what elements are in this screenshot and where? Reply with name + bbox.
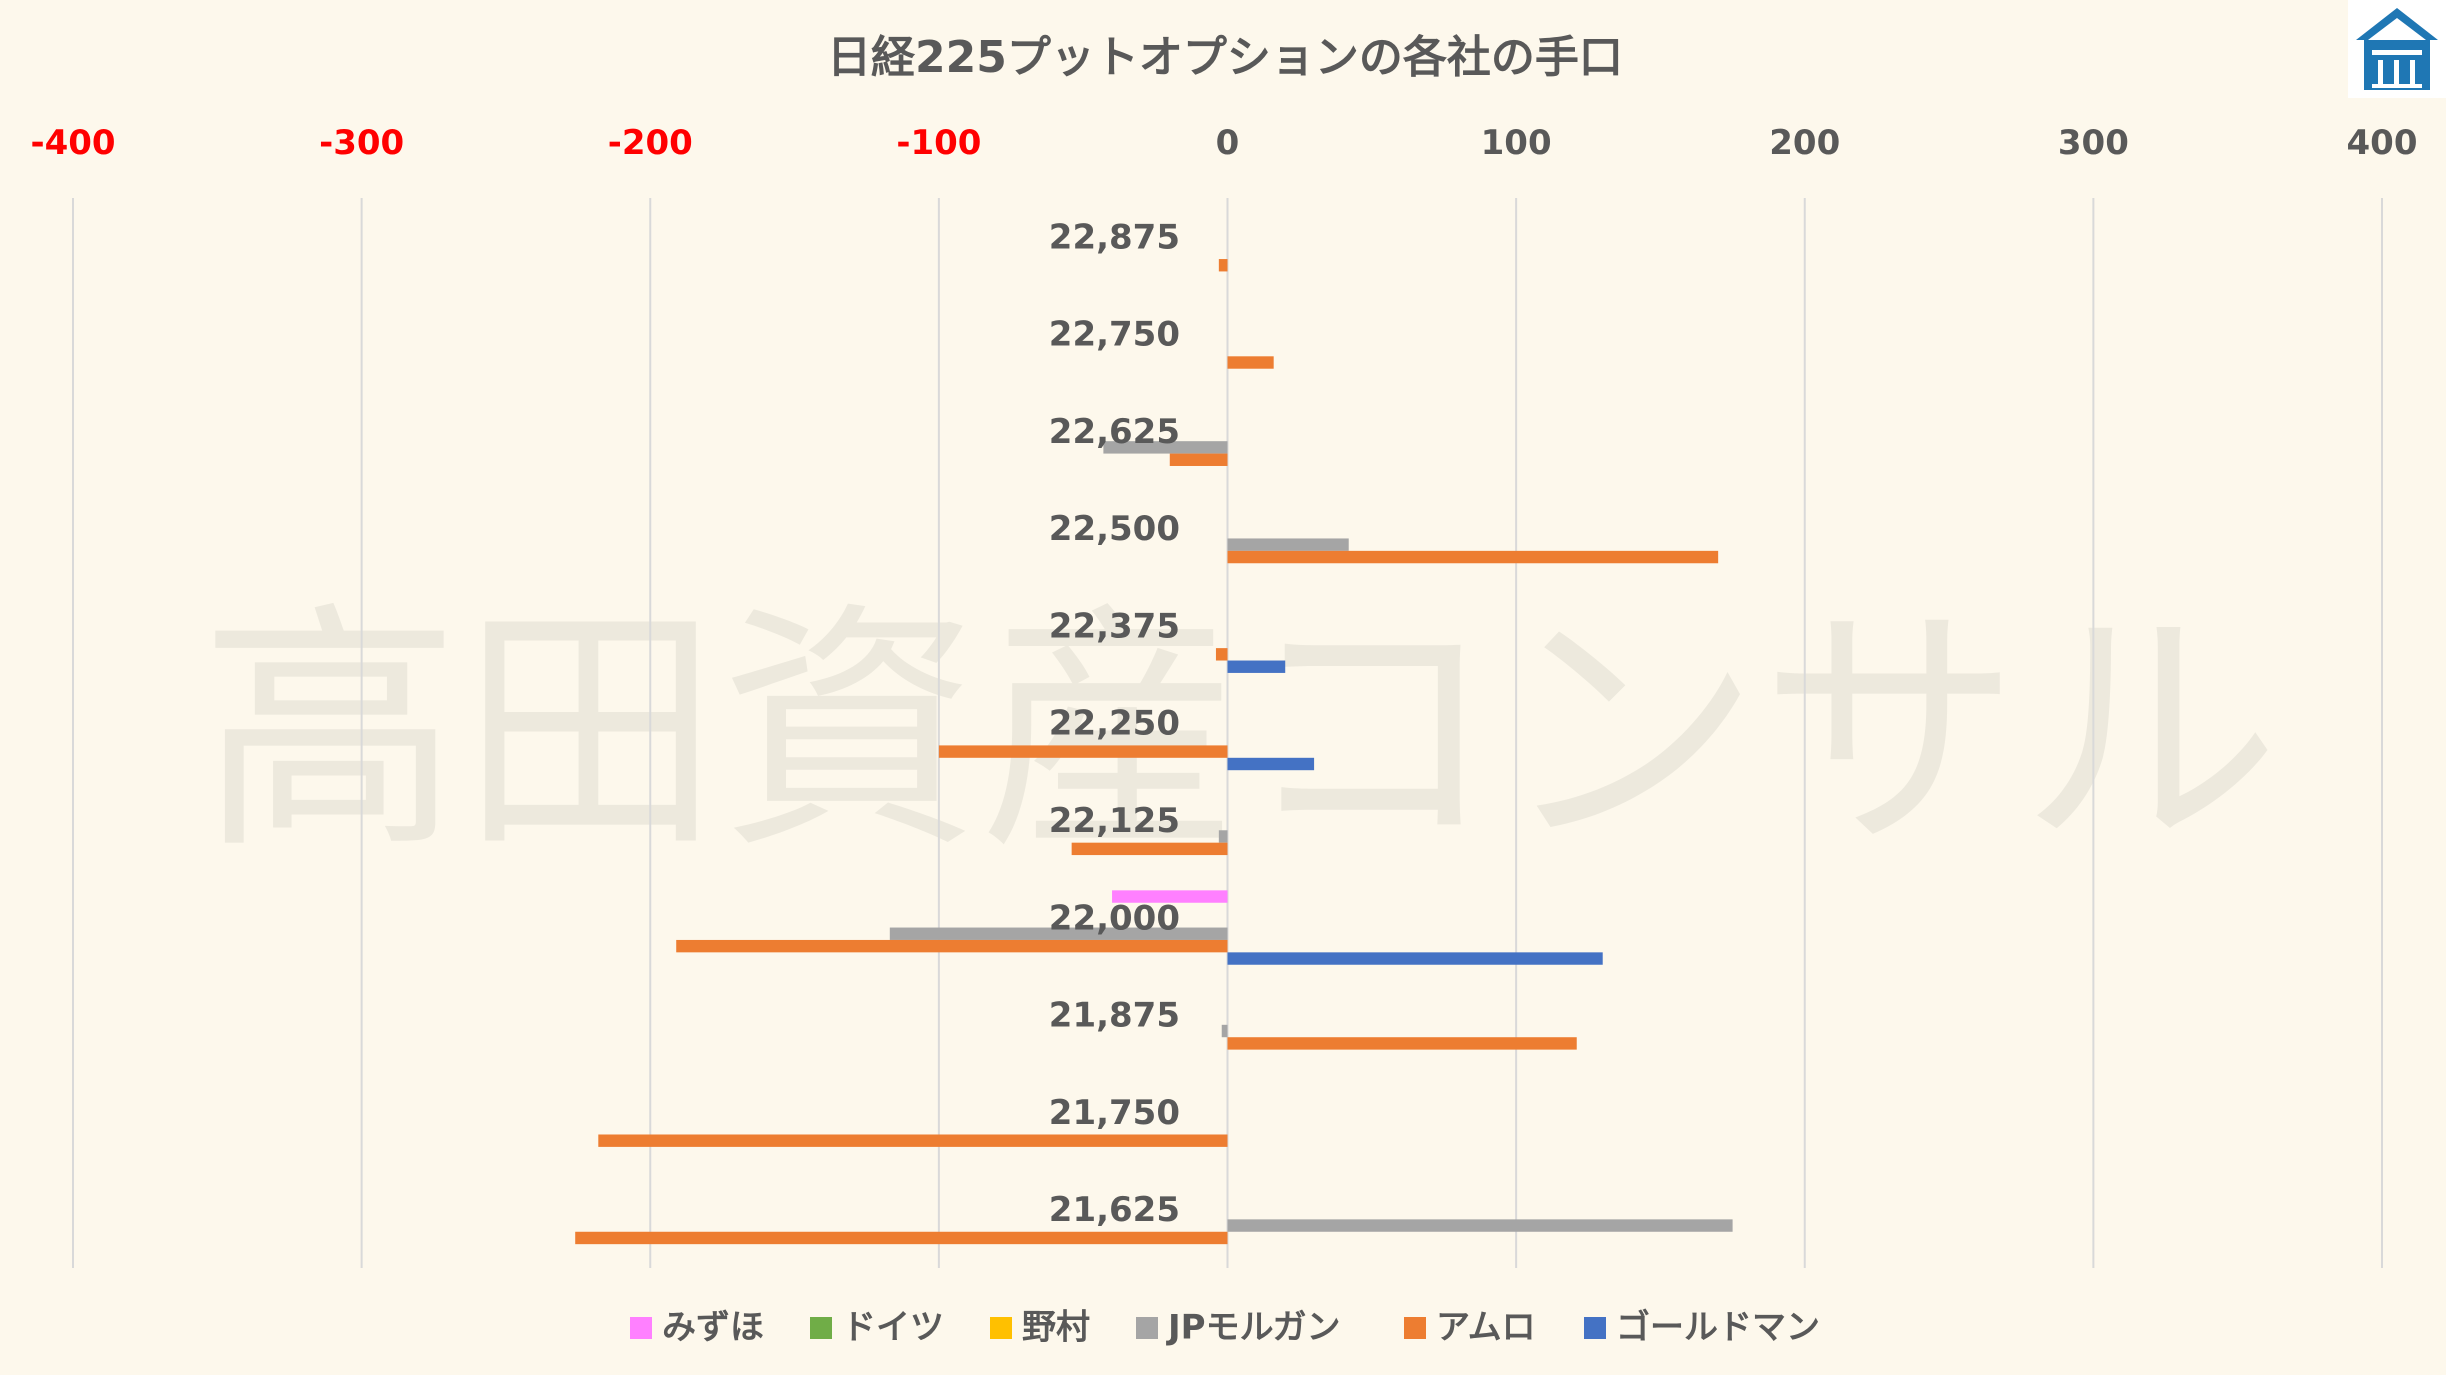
company-logo <box>2348 0 2446 98</box>
legend-swatch <box>1404 1317 1426 1339</box>
x-tick-label: 100 <box>1481 123 1552 163</box>
house-logo-icon <box>2348 0 2446 98</box>
x-tick-label: -200 <box>608 123 693 163</box>
legend-swatch <box>1136 1317 1158 1339</box>
legend-label: アムロ <box>1436 1308 1536 1348</box>
bar <box>1227 660 1286 673</box>
legend-swatch <box>1584 1317 1606 1339</box>
bar <box>1227 1219 1733 1232</box>
x-tick-label: -100 <box>896 123 981 163</box>
bar <box>1227 757 1315 771</box>
watermark: 高田資産コンサル <box>200 582 2280 884</box>
category-label: 22,375 <box>1049 606 1180 646</box>
bar <box>938 745 1228 758</box>
bar <box>1227 1037 1577 1050</box>
x-tick-label: -300 <box>319 123 404 163</box>
category-label: 21,875 <box>1049 996 1180 1036</box>
bar <box>1103 441 1228 454</box>
bars <box>575 259 1733 1245</box>
category-label: 22,500 <box>1049 509 1180 549</box>
chart-title: 日経225プットオプションの各社の手口 <box>827 32 1623 83</box>
legend-label: みずほ <box>662 1308 764 1348</box>
category-label: 22,875 <box>1049 217 1180 257</box>
x-tick-label: 400 <box>2347 123 2418 163</box>
bar <box>1227 952 1603 965</box>
bar <box>1071 842 1228 856</box>
legend: みずほ ドイツ 野村 JPモルガン アムロ ゴールドマン <box>630 1308 1820 1348</box>
legend-label: 野村 <box>1022 1308 1090 1348</box>
bar <box>1227 356 1274 369</box>
x-tick-label: 200 <box>1769 123 1840 163</box>
bar <box>598 1134 1228 1147</box>
bar <box>676 939 1228 953</box>
x-axis-ticks: -400 -300 -200 -100 0 100 200 300 400 <box>30 123 2417 163</box>
bar <box>1221 1024 1228 1038</box>
bar <box>1227 550 1719 564</box>
legend-label: ゴールドマン <box>1616 1308 1820 1348</box>
x-tick-label: 300 <box>2058 123 2129 163</box>
category-label: 21,625 <box>1049 1190 1180 1230</box>
x-tick-label: -400 <box>30 123 115 163</box>
category-label: 22,125 <box>1049 801 1180 841</box>
bar <box>1112 890 1228 903</box>
legend-swatch <box>990 1317 1012 1339</box>
bar <box>575 1231 1228 1245</box>
x-tick-label: 0 <box>1216 123 1240 163</box>
legend-swatch <box>810 1317 832 1339</box>
category-labels: 22,875 22,750 22,625 22,500 22,375 22,250 22,1… <box>1049 217 1180 1230</box>
bar <box>889 927 1228 940</box>
legend-label: ドイツ <box>842 1308 944 1348</box>
category-label: 22,750 <box>1049 315 1180 355</box>
bar <box>1218 830 1228 843</box>
bar <box>1218 259 1228 272</box>
category-label: 22,250 <box>1049 704 1180 744</box>
legend-swatch <box>630 1317 652 1339</box>
category-label: 21,750 <box>1049 1093 1180 1133</box>
bar <box>1227 538 1349 551</box>
gridlines <box>72 198 2383 1268</box>
legend-label: JPモルガン <box>1166 1308 1341 1348</box>
bar <box>1169 453 1228 466</box>
category-label: 22,000 <box>1049 898 1180 938</box>
bar <box>1215 648 1228 661</box>
category-label: 22,625 <box>1049 412 1180 452</box>
